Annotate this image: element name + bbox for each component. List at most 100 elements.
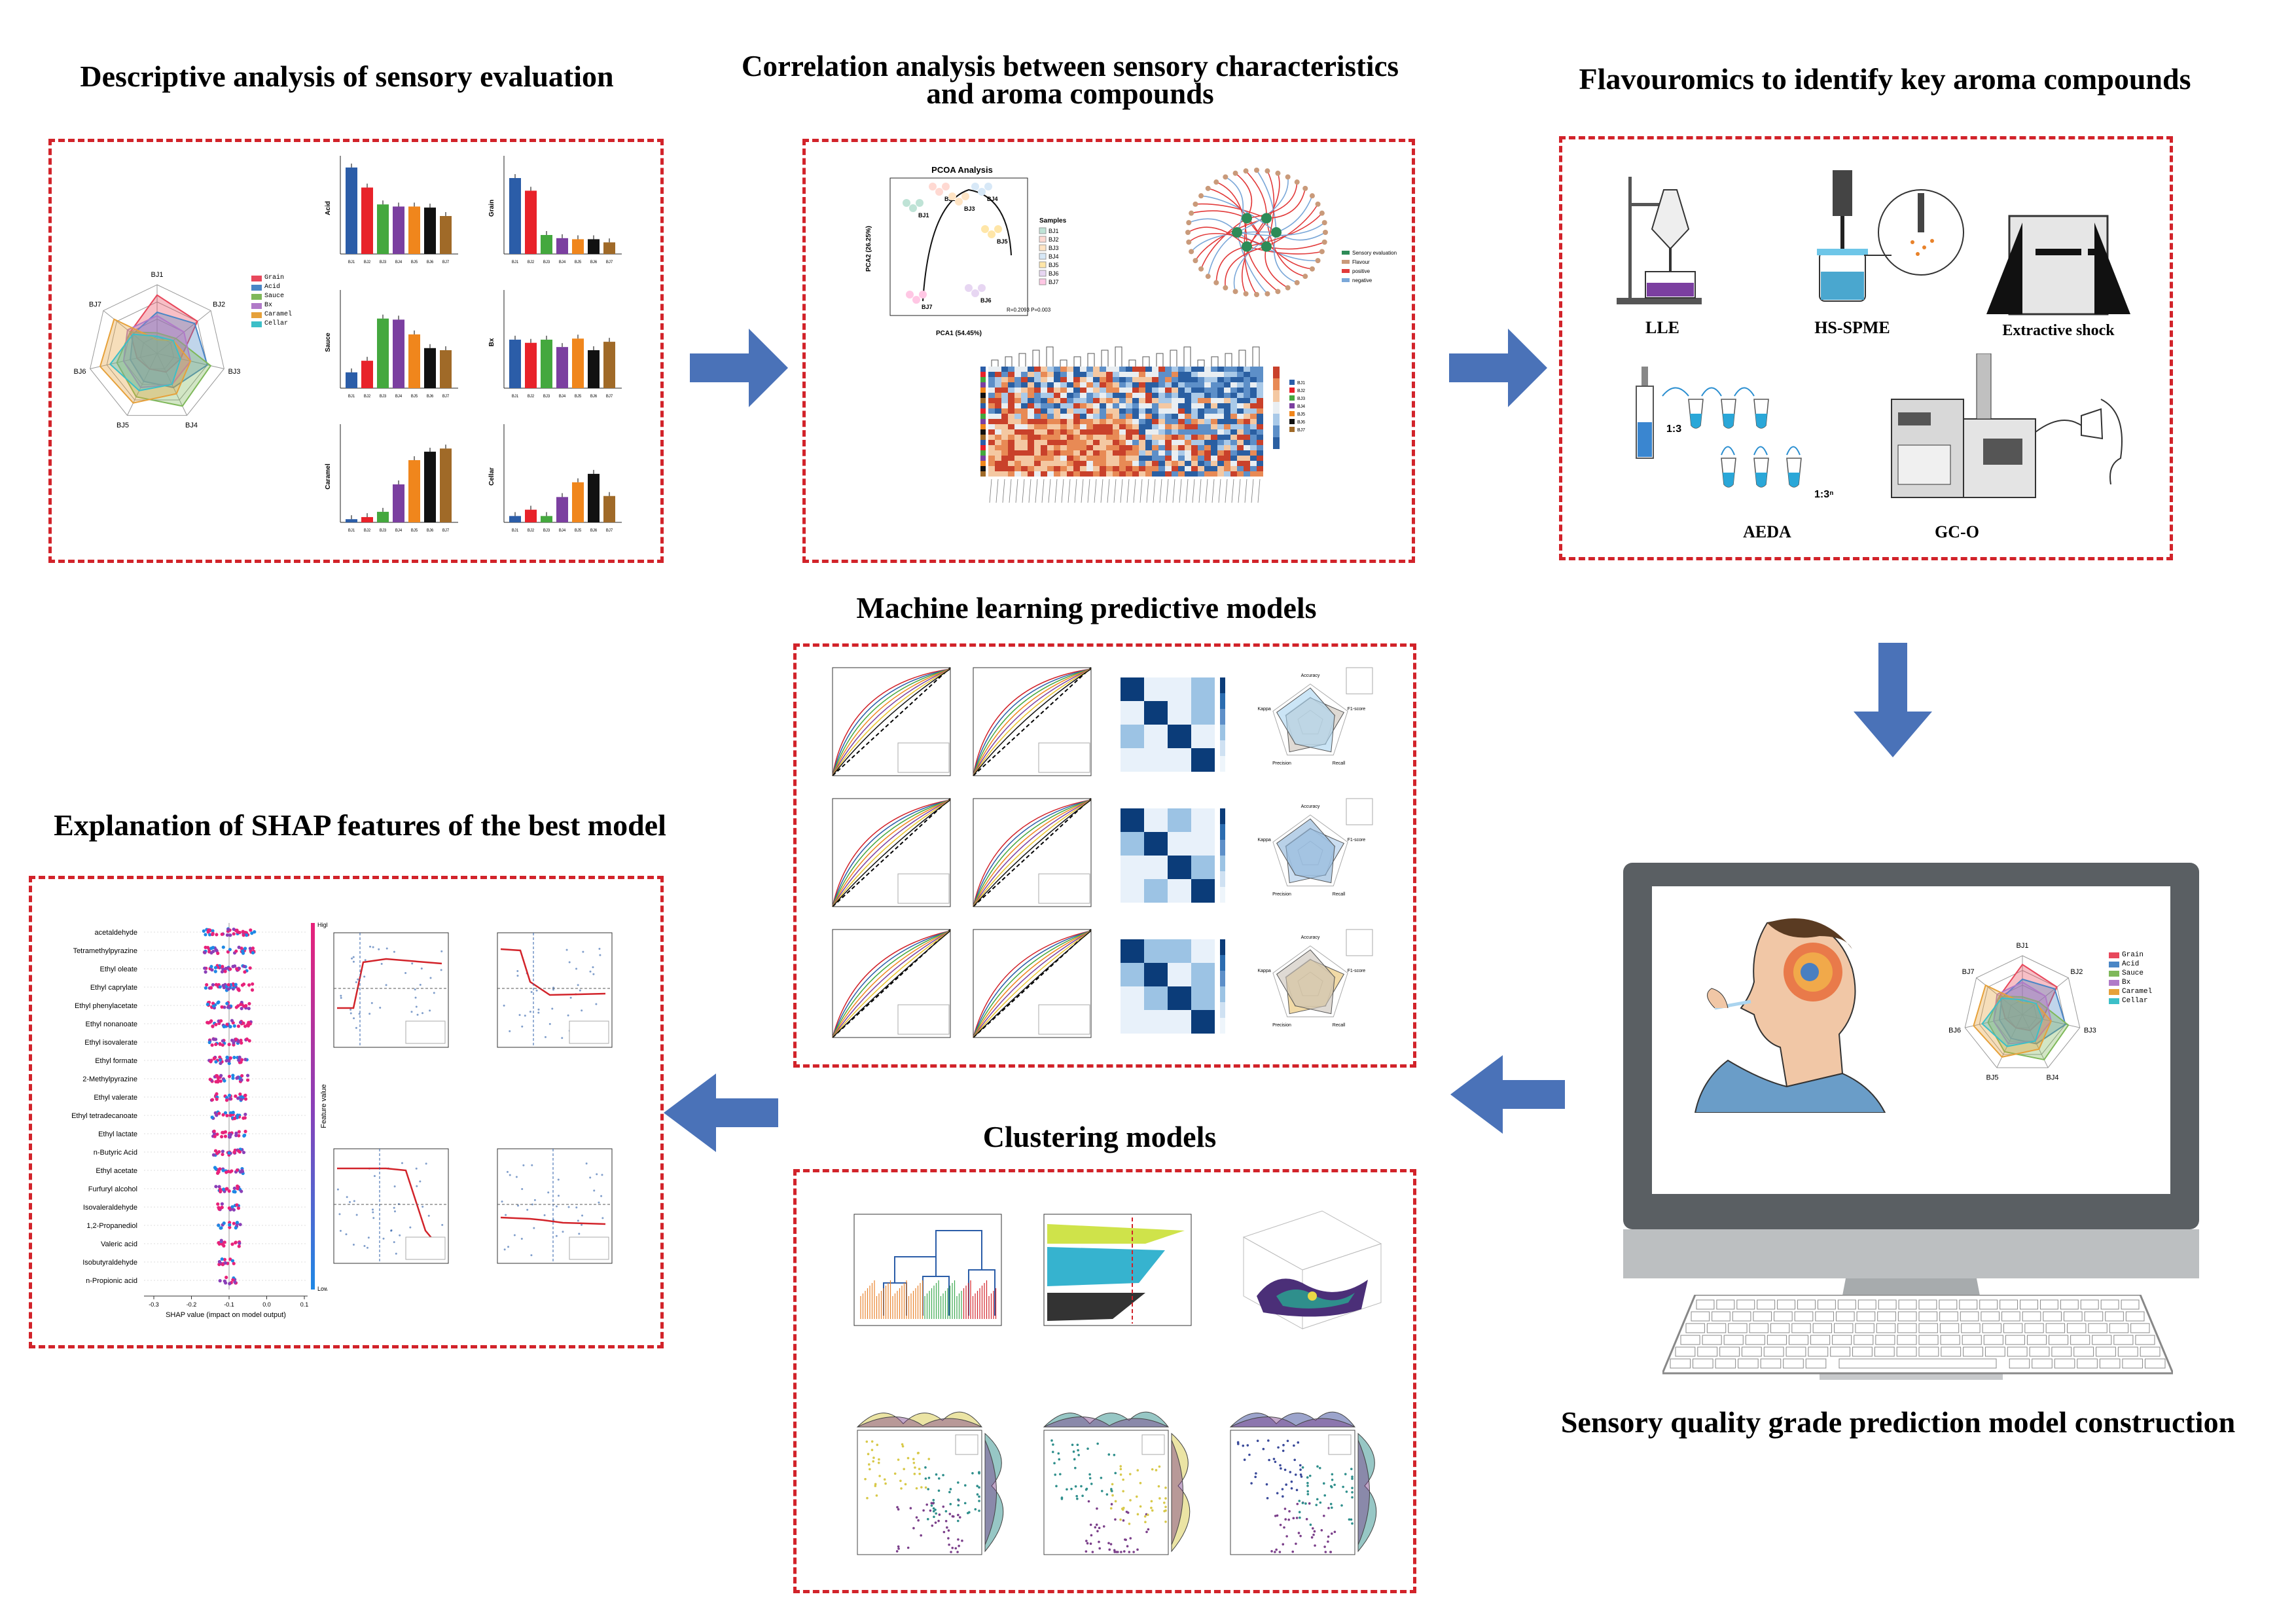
shap-feature-label: Ethyl isovalerate [84,1039,137,1047]
heatmap-col-label [1028,478,1031,503]
heatmap-cell [1191,367,1198,372]
heatmap-cell [1145,377,1152,382]
legend-item: Cellar [2109,996,2152,1005]
heatmap-cell [1001,471,1008,477]
heatmap-cell [1001,377,1008,382]
heatmap-col-label [989,478,992,503]
heatmap-cell [1014,435,1021,440]
heatmap-cell [1172,419,1178,424]
heatmap-cell [1139,403,1145,408]
heatmap-cell [1106,440,1113,445]
legend-item: Caramel [2109,987,2152,996]
heatmap-cell [1054,398,1060,403]
keyboard-key [2022,1311,2041,1322]
cluster-point [1351,1475,1354,1478]
heatmap-cell [1145,471,1152,477]
legend-swatch [2109,952,2119,958]
bar-tick-label: BJ3 [380,395,387,399]
heatmap-cell [1047,408,1054,414]
confusion-cell [1168,1010,1191,1034]
network-node [1302,185,1308,191]
heatmap-row-annotation [980,466,986,471]
heatmap-cell [1126,435,1132,440]
heatmap-cell [1224,435,1230,440]
shap-dep-point [411,962,414,965]
keyboard-key [1961,1323,1981,1333]
shap-point [237,1130,241,1134]
keyboard-key [1741,1346,1762,1357]
heatmap-cell [1211,435,1217,440]
confusion-cell [1168,701,1191,725]
shap-point [248,947,252,950]
shap-point [234,1094,238,1098]
shap-point [228,933,232,937]
shap-dep-point [367,1236,370,1239]
heatmap-cell [1028,367,1034,372]
heatmap-cell [1113,367,1119,372]
shap-dep-point [530,1254,533,1257]
cluster-point [1297,1441,1300,1444]
heatmap-cell [1041,466,1047,471]
heatmap-cell [1217,377,1224,382]
keyboard-spacebar [1839,1358,1997,1369]
heatmap-cell [1165,424,1172,429]
heatmap-cell [1014,403,1021,408]
shap-point [212,1129,216,1133]
bar [408,206,420,254]
keyboard-key [1810,1335,1831,1345]
cluster-point [942,1473,944,1477]
shap-point [235,1168,240,1172]
cluster-point [1318,1466,1321,1470]
heatmap-cell [1198,382,1204,388]
heatmap-cell [1172,461,1178,466]
shap-point [240,1078,243,1082]
heatmap-cell [1257,450,1263,456]
heatmap-cell [1126,466,1132,471]
shap-dep-legend [405,1020,446,1044]
cluster-point [870,1440,874,1443]
heatmap-cell [1191,408,1198,414]
network-edge [1208,188,1267,247]
heatmap-cell [1001,445,1008,450]
shap-point [210,1115,214,1119]
network-edge [1246,173,1280,247]
heatmap-cell [1113,461,1119,466]
cluster-point [1296,1502,1299,1506]
heatmap-cell [1211,456,1217,461]
heatmap-cell [1191,429,1198,435]
heatmap-cell [1211,403,1217,408]
heatmap-cell [1113,435,1119,440]
shap-point [233,964,237,968]
sensory-radar-axis-label: BJ1 [151,271,164,279]
heatmap-cell [1191,466,1198,471]
network-node [1319,210,1325,216]
shap-point [247,1007,251,1011]
shap-dep-point [543,1214,546,1216]
keyboard-key [2003,1323,2023,1333]
shap-point [230,1169,234,1173]
heatmap-dendrogram [1115,346,1122,367]
bar-tick-label: BJ7 [606,261,613,264]
keyboard-key [2073,1346,2094,1357]
ml-curve [832,930,951,1038]
shap-point [238,1241,242,1246]
pcoa-legend-label: BJ4 [1049,253,1059,260]
heatmap-col-label [1002,478,1005,503]
shap-point [221,1149,224,1153]
shap-point [236,1024,240,1028]
cluster-scatter-plots [844,1401,1401,1584]
cluster-point [1243,1458,1246,1461]
bar-tick-label: BJ6 [427,395,434,399]
cluster-point [1274,1515,1277,1517]
heatmap-cell [1086,445,1093,450]
ml-curve [832,668,951,776]
cluster-point [1237,1443,1240,1445]
keyboard-key [1691,1311,1710,1322]
pcoa-point [909,204,917,212]
confusion-cell [1144,832,1168,856]
keyboard-key [2100,1299,2119,1310]
heatmap-cell [1165,419,1172,424]
shap-dep-point [368,1013,371,1015]
kmeans-3d-plot [1242,1210,1382,1329]
